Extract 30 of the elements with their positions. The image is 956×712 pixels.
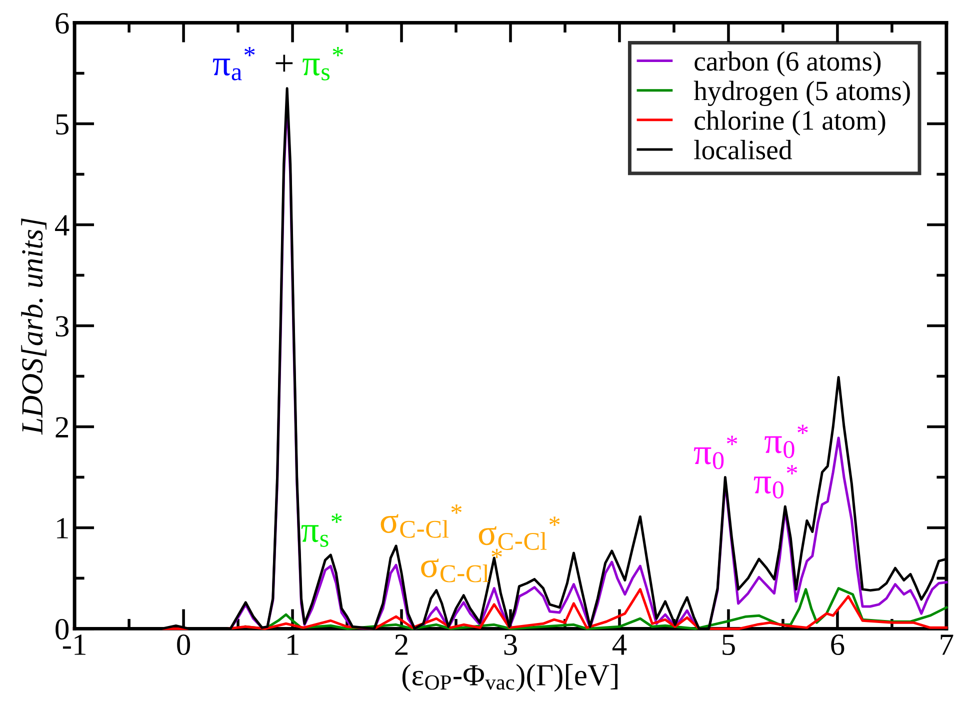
x-tick-label: 2 <box>395 634 408 655</box>
annotation: π$_{s}$$^{*}$ <box>302 47 344 80</box>
legend-label: chlorine (1 atom) <box>694 110 886 136</box>
x-tick-label: 4 <box>612 634 627 655</box>
y-tick-label: 6 <box>56 13 69 34</box>
annotation: π$_{0}$$^{*}$ <box>694 436 738 470</box>
annotation: σ$_{C-Cl}$$^{*}$ <box>421 548 502 582</box>
y-tick-label: 4 <box>55 215 70 236</box>
annotation: + <box>276 54 293 72</box>
legend-label: hydrogen (5 atoms) <box>694 80 910 106</box>
annotation: π$_{a}$$^{*}$ <box>212 47 255 80</box>
x-tick-label: 3 <box>504 634 517 656</box>
x-axis-title: (ε$_{OP}$-Φ$_{vac}$)(Γ)[eV] <box>402 664 618 692</box>
y-tick-label: 1 <box>57 518 68 538</box>
y-axis-title: LDOS[arb. units] <box>21 218 46 435</box>
y-tick-label: 2 <box>56 417 68 438</box>
x-tick-label: 0 <box>177 634 190 656</box>
annotation: σ$_{C-Cl}$$^{*}$ <box>478 516 560 550</box>
x-tick-label: 7 <box>940 634 954 655</box>
legend-label: carbon (6 atoms) <box>694 51 881 76</box>
y-tick-label: 3 <box>56 316 69 337</box>
legend-label: localised <box>694 140 792 160</box>
annotation: π$_{0}$$^{*}$ <box>754 465 798 498</box>
y-tick-label: 5 <box>56 114 69 135</box>
x-tick-label: 5 <box>722 634 735 656</box>
x-tick-label: 6 <box>831 634 844 656</box>
x-tick-label: 1 <box>288 634 298 655</box>
annotation: π$_{0}$$^{*}$ <box>764 424 808 458</box>
annotation: π$_{s}$$^{*}$ <box>301 514 342 547</box>
annotation: σ$_{C-Cl}$$^{*}$ <box>380 504 462 538</box>
